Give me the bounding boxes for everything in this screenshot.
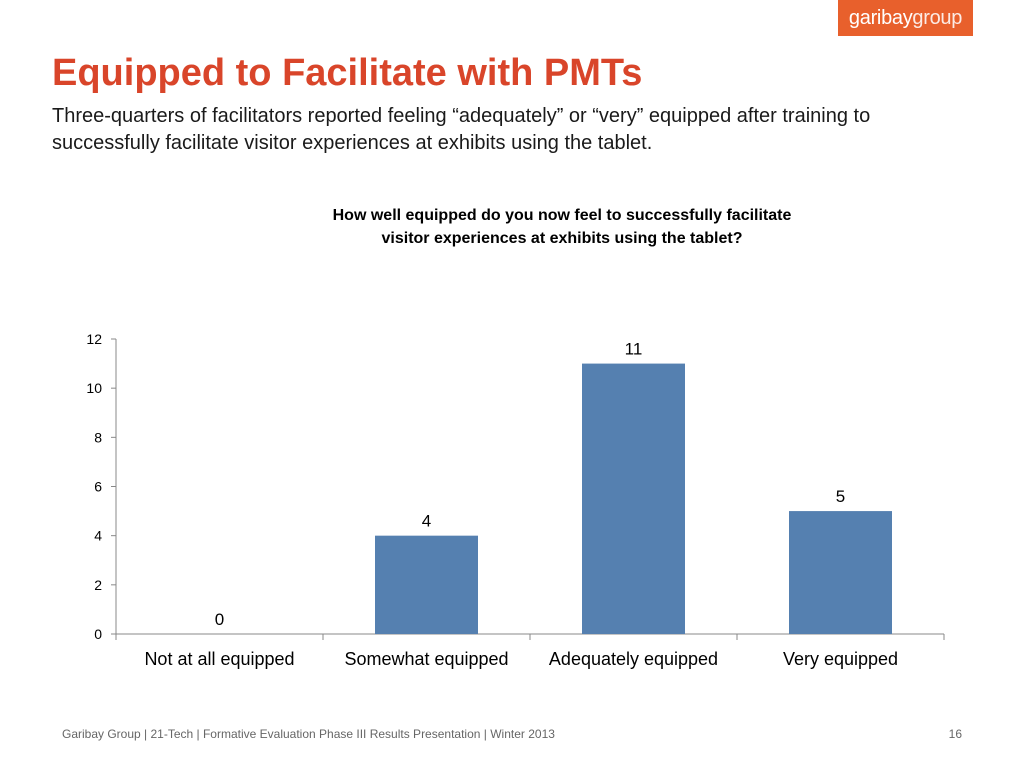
y-tick-label: 4 bbox=[94, 528, 102, 544]
logo-text-group: group bbox=[912, 6, 963, 29]
data-label: 0 bbox=[215, 610, 224, 629]
y-tick-label: 0 bbox=[94, 626, 102, 642]
y-tick-label: 10 bbox=[86, 380, 102, 396]
slide-subtitle: Three-quarters of facilitators reported … bbox=[52, 105, 871, 154]
bar bbox=[375, 535, 478, 634]
x-category-label: Somewhat equipped bbox=[344, 649, 508, 669]
data-label: 4 bbox=[422, 512, 431, 531]
y-tick-label: 2 bbox=[94, 577, 102, 593]
footer-text: Garibay Group | 21-Tech | Formative Eval… bbox=[62, 727, 555, 741]
bar bbox=[789, 511, 892, 634]
x-category-label: Adequately equipped bbox=[549, 649, 718, 669]
logo-text-garibay: garibay bbox=[848, 6, 913, 29]
page-number: 16 bbox=[948, 727, 962, 741]
slide-title: Equipped to Facilitate with PMTs bbox=[52, 52, 643, 94]
y-tick-label: 12 bbox=[86, 331, 102, 347]
bar bbox=[582, 363, 685, 634]
chart-title-line-2: visitor experiences at exhibits using th… bbox=[381, 230, 743, 247]
data-label: 5 bbox=[836, 487, 845, 506]
y-tick-label: 6 bbox=[94, 479, 102, 495]
x-category-label: Not at all equipped bbox=[144, 649, 294, 669]
chart-title-line-1: How well equipped do you now feel to suc… bbox=[332, 207, 792, 224]
garibay-group-logo: garibay group bbox=[838, 0, 973, 36]
data-label: 11 bbox=[625, 340, 643, 359]
y-tick-label: 8 bbox=[94, 429, 102, 445]
x-category-label: Very equipped bbox=[783, 649, 898, 669]
chart-title: How well equipped do you now feel to suc… bbox=[232, 204, 892, 250]
